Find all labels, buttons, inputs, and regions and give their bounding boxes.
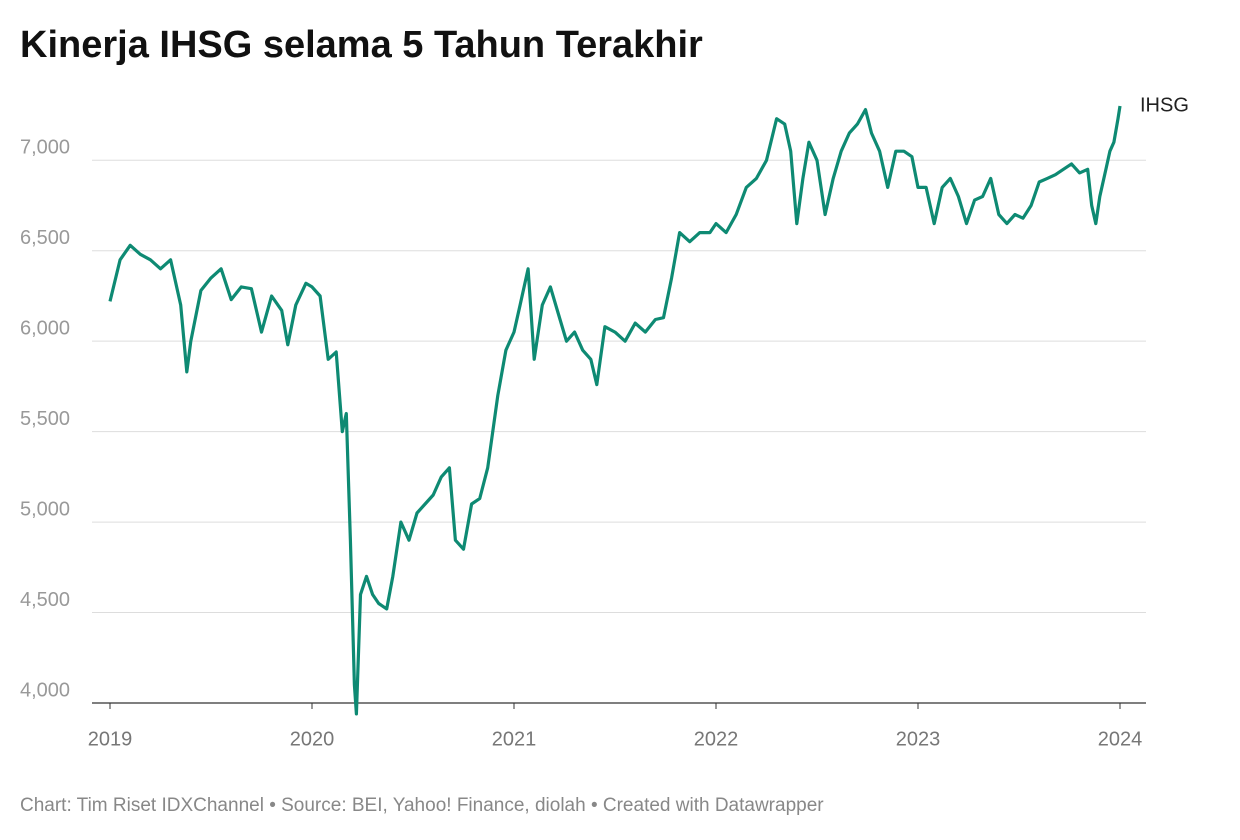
y-tick-label: 7,000	[20, 137, 70, 159]
x-tick-label: 2024	[1098, 728, 1143, 750]
series-line	[108, 105, 1122, 716]
y-tick-label: 4,000	[20, 679, 70, 701]
y-tick-label: 4,500	[20, 589, 70, 611]
y-tick-label: 6,000	[20, 317, 70, 339]
y-tick-label: 5,000	[20, 498, 70, 520]
x-tick-label: 2019	[88, 728, 133, 750]
x-tick-label: 2020	[290, 728, 335, 750]
source-note: Chart: Tim Riset IDXChannel • Source: BE…	[20, 795, 824, 816]
x-tick-label: 2023	[896, 728, 941, 750]
x-tick-label: 2022	[694, 728, 739, 750]
y-tick-label: 5,500	[20, 408, 70, 430]
series-label: IHSG	[1140, 94, 1189, 116]
chart-title: Kinerja IHSG selama 5 Tahun Terakhir	[20, 24, 703, 66]
x-tick-label: 2021	[492, 728, 537, 750]
y-tick-label: 6,500	[20, 227, 70, 249]
